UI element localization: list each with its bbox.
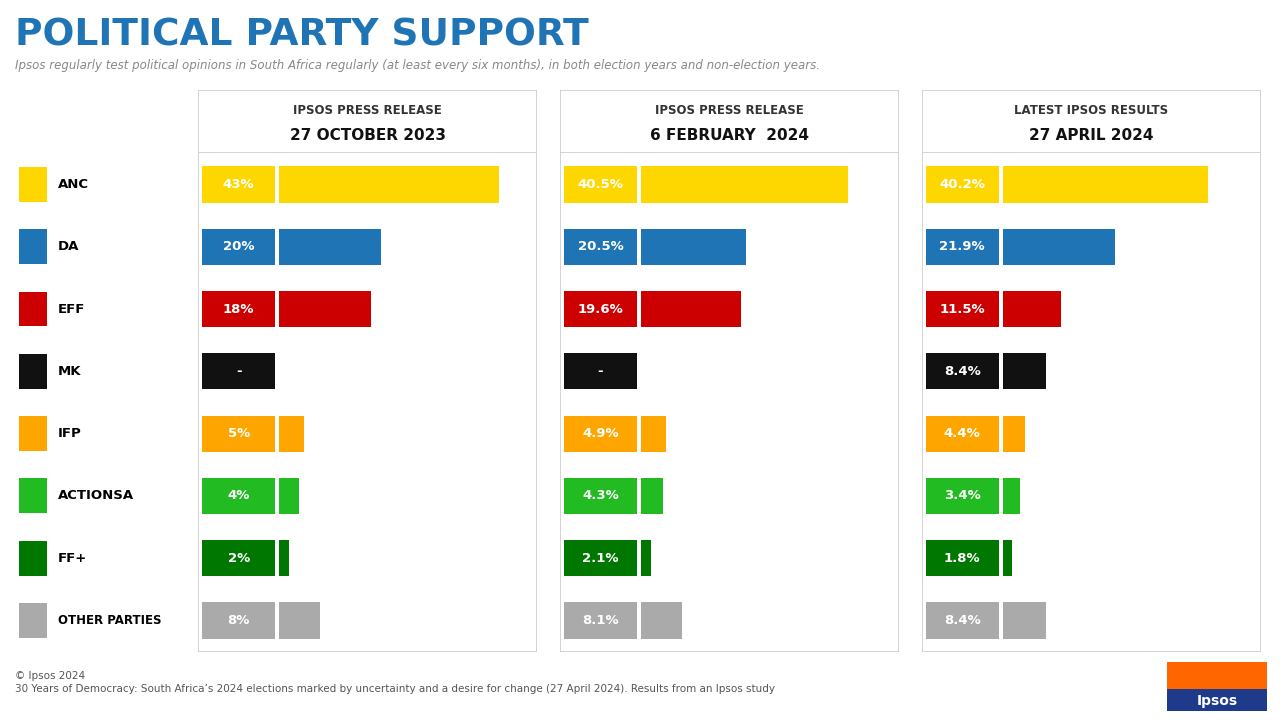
Text: 2.1%: 2.1%	[582, 552, 618, 564]
Text: 2%: 2%	[228, 552, 250, 564]
Text: 20%: 20%	[223, 240, 255, 253]
Text: 4%: 4%	[228, 490, 250, 503]
Text: 19.6%: 19.6%	[577, 302, 623, 315]
Text: 27 OCTOBER 2023: 27 OCTOBER 2023	[289, 128, 445, 143]
FancyBboxPatch shape	[561, 90, 899, 652]
Text: DA: DA	[58, 240, 79, 253]
Text: ANC: ANC	[58, 178, 88, 191]
Text: -: -	[598, 365, 603, 378]
Bar	[1167, 689, 1267, 711]
Text: Ipsos: Ipsos	[1197, 693, 1238, 708]
Text: 4.3%: 4.3%	[582, 490, 618, 503]
Text: 11.5%: 11.5%	[940, 302, 986, 315]
Bar	[1167, 662, 1267, 689]
FancyBboxPatch shape	[561, 90, 899, 153]
Text: POLITICAL PARTY SUPPORT: POLITICAL PARTY SUPPORT	[15, 18, 589, 54]
Text: FF+: FF+	[58, 552, 87, 564]
Text: 1.8%: 1.8%	[943, 552, 980, 564]
Text: 20.5%: 20.5%	[577, 240, 623, 253]
Text: 5%: 5%	[228, 427, 250, 440]
Text: 30 Years of Democracy: South Africa’s 2024 elections marked by uncertainty and a: 30 Years of Democracy: South Africa’s 20…	[15, 684, 776, 694]
Text: 27 APRIL 2024: 27 APRIL 2024	[1029, 128, 1153, 143]
Text: IPSOS PRESS RELEASE: IPSOS PRESS RELEASE	[293, 104, 442, 117]
FancyBboxPatch shape	[922, 90, 1261, 652]
Text: 43%: 43%	[223, 178, 255, 191]
Text: 6 FEBRUARY  2024: 6 FEBRUARY 2024	[650, 128, 809, 143]
Text: 8.4%: 8.4%	[943, 365, 980, 378]
Text: 8%: 8%	[228, 614, 250, 627]
FancyBboxPatch shape	[198, 90, 538, 153]
Text: 40.2%: 40.2%	[940, 178, 986, 191]
Text: 18%: 18%	[223, 302, 255, 315]
FancyBboxPatch shape	[922, 90, 1261, 153]
Text: 8.4%: 8.4%	[943, 614, 980, 627]
Text: Ipsos regularly test political opinions in South Africa regularly (at least ever: Ipsos regularly test political opinions …	[15, 59, 820, 72]
Text: 3.4%: 3.4%	[943, 490, 980, 503]
Text: MK: MK	[58, 365, 81, 378]
Text: -: -	[236, 365, 242, 378]
Text: 21.9%: 21.9%	[940, 240, 986, 253]
Text: OTHER PARTIES: OTHER PARTIES	[58, 614, 161, 627]
Text: © Ipsos 2024: © Ipsos 2024	[15, 671, 86, 681]
Text: 4.9%: 4.9%	[582, 427, 618, 440]
Text: EFF: EFF	[58, 302, 84, 315]
Text: 4.4%: 4.4%	[943, 427, 980, 440]
Text: ACTIONSA: ACTIONSA	[58, 490, 133, 503]
Text: IPSOS PRESS RELEASE: IPSOS PRESS RELEASE	[655, 104, 804, 117]
Text: IFP: IFP	[58, 427, 82, 440]
FancyBboxPatch shape	[198, 90, 538, 652]
Text: 8.1%: 8.1%	[582, 614, 618, 627]
Text: 40.5%: 40.5%	[577, 178, 623, 191]
Text: LATEST IPSOS RESULTS: LATEST IPSOS RESULTS	[1014, 104, 1169, 117]
